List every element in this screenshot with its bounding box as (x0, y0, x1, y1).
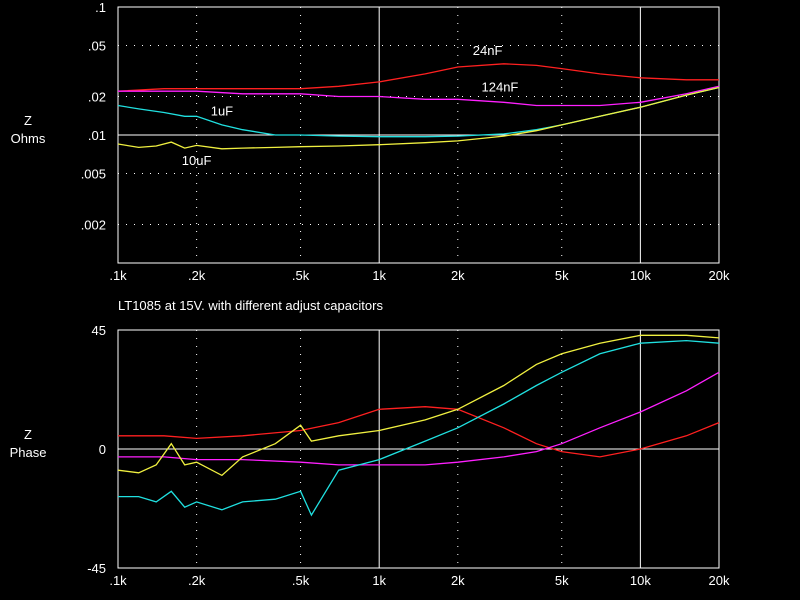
series-annotation: 10uF (182, 153, 212, 168)
impedance-magnitude-panel: .1k .2k .5k 1k 2k 5k 10k 20k .1 .05 .02 .01 .005 .002… (11, 0, 730, 283)
y-tick-label: .05 (88, 39, 106, 54)
series-line-10uF (117, 86, 720, 150)
y-tick-label: .002 (81, 217, 106, 232)
y-axis-label: Phase (10, 445, 47, 460)
x-tick-label: 5k (555, 268, 569, 283)
y-tick-label: 0 (99, 442, 106, 457)
impedance-phase-panel: .1k .2k .5k 1k 2k 5k 10k 20k 45 0 -45 Z Phase (10, 323, 730, 588)
x-tick-label: 2k (451, 268, 465, 283)
x-tick-label: 10k (630, 268, 651, 283)
series-line-24nF (118, 406, 720, 458)
series-line-1uF (117, 86, 720, 138)
y-tick-label: .005 (81, 167, 106, 182)
x-tick-label: 20k (709, 573, 730, 588)
y-tick-label: 45 (92, 323, 106, 338)
y-tick-label: -45 (87, 561, 106, 576)
x-tick-label: .5k (292, 268, 310, 283)
x-tick-label: .2k (188, 268, 206, 283)
y-tick-label: .1 (95, 0, 106, 15)
x-tick-label: 1k (372, 268, 386, 283)
x-tick-label: .1k (109, 268, 127, 283)
y-axis-label: Z (24, 427, 32, 442)
series-line-124nF (118, 85, 720, 107)
x-tick-label: 20k (709, 268, 730, 283)
series-annotation: 1uF (211, 104, 233, 119)
x-tick-label: 2k (451, 573, 465, 588)
x-tick-label: 5k (555, 573, 569, 588)
chart-caption: LT1085 at 15V. with different adjust cap… (118, 298, 383, 313)
x-tick-label: 10k (630, 573, 651, 588)
y-tick-label: .02 (88, 89, 106, 104)
x-tick-label: 1k (372, 573, 386, 588)
series-line-1uF (118, 339, 720, 517)
series-line-10uF (117, 334, 720, 477)
series-annotation: 24nF (473, 43, 503, 58)
x-tick-label: .2k (188, 573, 206, 588)
series-annotation: 124nF (482, 79, 519, 94)
y-axis-label: Ohms (11, 131, 46, 146)
x-tick-label: .5k (292, 573, 310, 588)
series-line-124nF (118, 371, 720, 466)
y-tick-label: .01 (88, 128, 106, 143)
x-tick-label: .1k (109, 573, 127, 588)
y-axis-label: Z (24, 113, 32, 128)
series-line-24nF (117, 63, 719, 92)
